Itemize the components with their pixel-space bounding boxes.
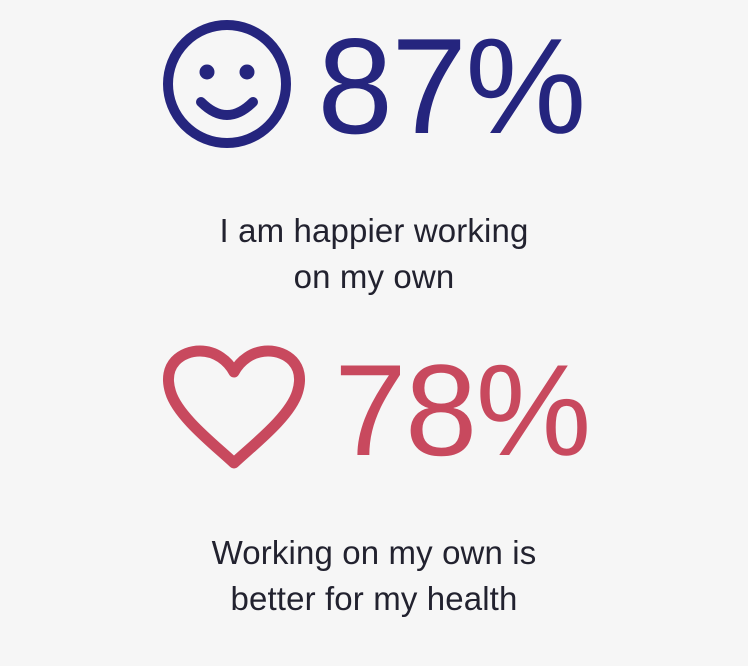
smiley-face-icon: [163, 20, 292, 148]
stat-caption-happier-line-1: I am happier working: [219, 212, 529, 249]
stat-value-health: 78%: [334, 337, 591, 483]
stat-block-health: 78% Working on my own is better for my h…: [0, 344, 748, 622]
stat-block-happier: 87% I am happier working on my own: [0, 16, 748, 300]
stat-caption-happier: I am happier working on my own: [220, 208, 529, 300]
stat-caption-health: Working on my own is better for my healt…: [212, 530, 537, 622]
stat-headline-happier: 87%: [163, 10, 586, 162]
stat-caption-health-line-1: Working on my own is: [211, 534, 537, 571]
stat-headline-health: 78%: [158, 337, 591, 483]
stat-value-happier: 87%: [317, 10, 586, 162]
stat-caption-health-line-2: better for my health: [230, 580, 518, 617]
stat-caption-happier-line-2: on my own: [293, 258, 455, 295]
heart-outline-icon: [163, 345, 306, 469]
